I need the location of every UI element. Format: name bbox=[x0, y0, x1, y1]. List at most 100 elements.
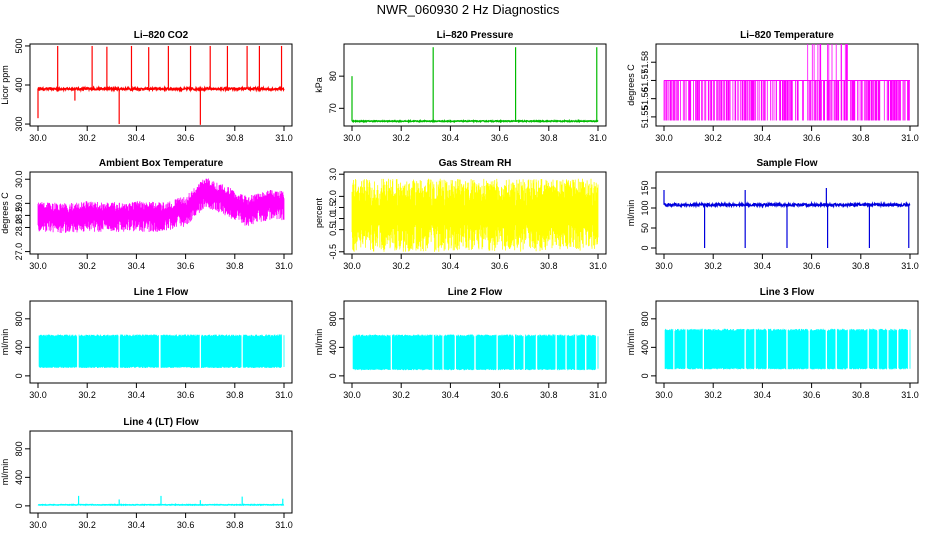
x-tick-label: 31.0 bbox=[901, 390, 919, 400]
x-tick-label: 30.4 bbox=[442, 261, 460, 271]
x-tick-label: 30.8 bbox=[852, 390, 870, 400]
x-tick-label: 31.0 bbox=[589, 133, 607, 143]
y-tick-label: 0 bbox=[640, 373, 650, 378]
plot-frame bbox=[655, 300, 919, 384]
y-tick-label: 800 bbox=[14, 311, 24, 326]
x-tick-label: 30.2 bbox=[392, 133, 410, 143]
x-tick-label: 30.4 bbox=[754, 390, 772, 400]
chart-panel-10: Line 4 (LT) Flow ml/min 30.0 30.2 30.4 30.6 30… bbox=[0, 417, 293, 530]
page-title: NWR_060930 2 Hz Diagnostics bbox=[376, 2, 560, 17]
chart-panel-7: Line 1 Flow ml/min 30.0 30.2 30.4 30.6 30.8 31.… bbox=[0, 287, 293, 400]
chart-panel-5: Gas Stream RH percent 30.0 30.2 30.4 30.6 30.8… bbox=[314, 158, 607, 271]
x-tick-label: 30.6 bbox=[177, 390, 195, 400]
x-tick-label: 30.2 bbox=[392, 261, 410, 271]
x-tick-label: 30.8 bbox=[540, 390, 558, 400]
y-axis-label: Licor ppm bbox=[0, 65, 10, 105]
y-tick-label: 29.0 bbox=[14, 195, 24, 213]
x-tick-label: 30.0 bbox=[343, 133, 361, 143]
x-tick-label: 30.4 bbox=[128, 133, 146, 143]
plot-frame bbox=[29, 171, 293, 255]
y-tick-label: 28.0 bbox=[14, 219, 24, 237]
chart-panel-4: Ambient Box Temperature degrees C 30.0 30.2… bbox=[0, 158, 293, 271]
x-tick-label: 30.0 bbox=[29, 390, 47, 400]
x-tick-label: 30.4 bbox=[442, 390, 460, 400]
y-axis-label: degrees C bbox=[0, 192, 10, 234]
plot-frame bbox=[29, 430, 293, 514]
plot-frame bbox=[655, 43, 919, 127]
x-tick-label: 31.0 bbox=[275, 520, 293, 530]
plot-frame bbox=[655, 171, 919, 255]
chart-title: Gas Stream RH bbox=[439, 158, 512, 169]
chart-panel-2: Li–820 Pressure kPa 30.0 30.2 30.4 30.6 30.8 31… bbox=[314, 30, 607, 143]
y-tick-label: 30.0 bbox=[14, 170, 24, 188]
y-tick-label: -0.5 bbox=[328, 244, 338, 260]
x-tick-label: 30.4 bbox=[128, 520, 146, 530]
y-tick-label: 51.56 bbox=[640, 87, 650, 110]
x-tick-label: 30.8 bbox=[852, 261, 870, 271]
y-tick-label: 500 bbox=[14, 38, 24, 53]
y-tick-label: 400 bbox=[14, 470, 24, 485]
x-tick-label: 30.6 bbox=[491, 390, 509, 400]
x-tick-label: 30.4 bbox=[128, 261, 146, 271]
y-tick-label: 80 bbox=[328, 71, 338, 81]
y-tick-label: 51.57 bbox=[640, 69, 650, 92]
chart-title: Ambient Box Temperature bbox=[99, 158, 224, 169]
chart-title: Li–820 Temperature bbox=[740, 30, 834, 41]
y-tick-label: 70 bbox=[328, 103, 338, 113]
x-tick-label: 30.6 bbox=[491, 133, 509, 143]
series-trace bbox=[37, 85, 285, 93]
y-tick-label: 400 bbox=[14, 77, 24, 92]
y-axis-label: ml/min bbox=[0, 329, 10, 356]
y-tick-label: 0.5 bbox=[328, 223, 338, 236]
x-tick-label: 31.0 bbox=[589, 261, 607, 271]
x-tick-label: 30.0 bbox=[655, 133, 673, 143]
chart-panel-8: Line 2 Flow ml/min 30.0 30.2 30.4 30.6 30.8 31.… bbox=[314, 287, 607, 400]
y-tick-label: 400 bbox=[328, 340, 338, 355]
y-axis-label: ml/min bbox=[626, 200, 636, 227]
series-trace bbox=[664, 328, 911, 370]
x-tick-label: 30.4 bbox=[754, 133, 772, 143]
x-tick-label: 31.0 bbox=[901, 261, 919, 271]
y-tick-label: 400 bbox=[640, 340, 650, 355]
y-tick-label: 51.55 bbox=[640, 106, 650, 129]
plot-frame bbox=[343, 300, 607, 384]
y-tick-label: 50 bbox=[640, 223, 650, 233]
y-tick-label: 1.5 bbox=[328, 201, 338, 214]
y-axis-label: degrees C bbox=[626, 64, 636, 106]
series-trace bbox=[663, 44, 910, 121]
chart-panel-1: Li–820 CO2 Licor ppm 30.0 30.2 30.4 30.6 30.8 3… bbox=[0, 30, 293, 143]
x-tick-label: 30.4 bbox=[754, 261, 772, 271]
chart-panel-6: Sample Flow ml/min 30.0 30.2 30.4 30.6 30.8 31.… bbox=[626, 158, 919, 271]
x-tick-label: 31.0 bbox=[275, 261, 293, 271]
chart-title: Li–820 CO2 bbox=[134, 30, 189, 41]
x-tick-label: 30.0 bbox=[343, 261, 361, 271]
x-tick-label: 31.0 bbox=[275, 133, 293, 143]
y-tick-label: 1.0 bbox=[328, 212, 338, 225]
x-tick-label: 30.2 bbox=[78, 390, 96, 400]
x-tick-label: 30.6 bbox=[177, 133, 195, 143]
series-trace bbox=[37, 178, 285, 233]
x-tick-label: 30.2 bbox=[78, 261, 96, 271]
series-trace bbox=[38, 334, 285, 368]
y-tick-label: 0 bbox=[14, 373, 24, 378]
y-tick-label: 27.0 bbox=[14, 243, 24, 261]
x-tick-label: 30.6 bbox=[491, 261, 509, 271]
y-tick-label: 28.5 bbox=[14, 207, 24, 225]
x-tick-label: 30.0 bbox=[655, 390, 673, 400]
x-tick-label: 30.0 bbox=[655, 261, 673, 271]
y-tick-label: 400 bbox=[14, 340, 24, 355]
y-tick-label: 300 bbox=[14, 117, 24, 132]
plot-frame bbox=[343, 171, 607, 255]
y-axis-label: ml/min bbox=[626, 329, 636, 356]
y-axis-label: percent bbox=[314, 197, 324, 228]
y-tick-label: 800 bbox=[14, 441, 24, 456]
x-tick-label: 30.0 bbox=[29, 133, 47, 143]
x-tick-label: 30.2 bbox=[704, 261, 722, 271]
x-tick-label: 30.8 bbox=[226, 133, 244, 143]
x-tick-label: 30.2 bbox=[78, 133, 96, 143]
series-trace bbox=[351, 178, 599, 252]
x-tick-label: 31.0 bbox=[901, 133, 919, 143]
x-tick-label: 30.8 bbox=[226, 261, 244, 271]
x-tick-label: 31.0 bbox=[589, 390, 607, 400]
chart-panel-3: Li–820 Temperature degrees C 30.0 30.2 30.4 3… bbox=[626, 30, 919, 143]
